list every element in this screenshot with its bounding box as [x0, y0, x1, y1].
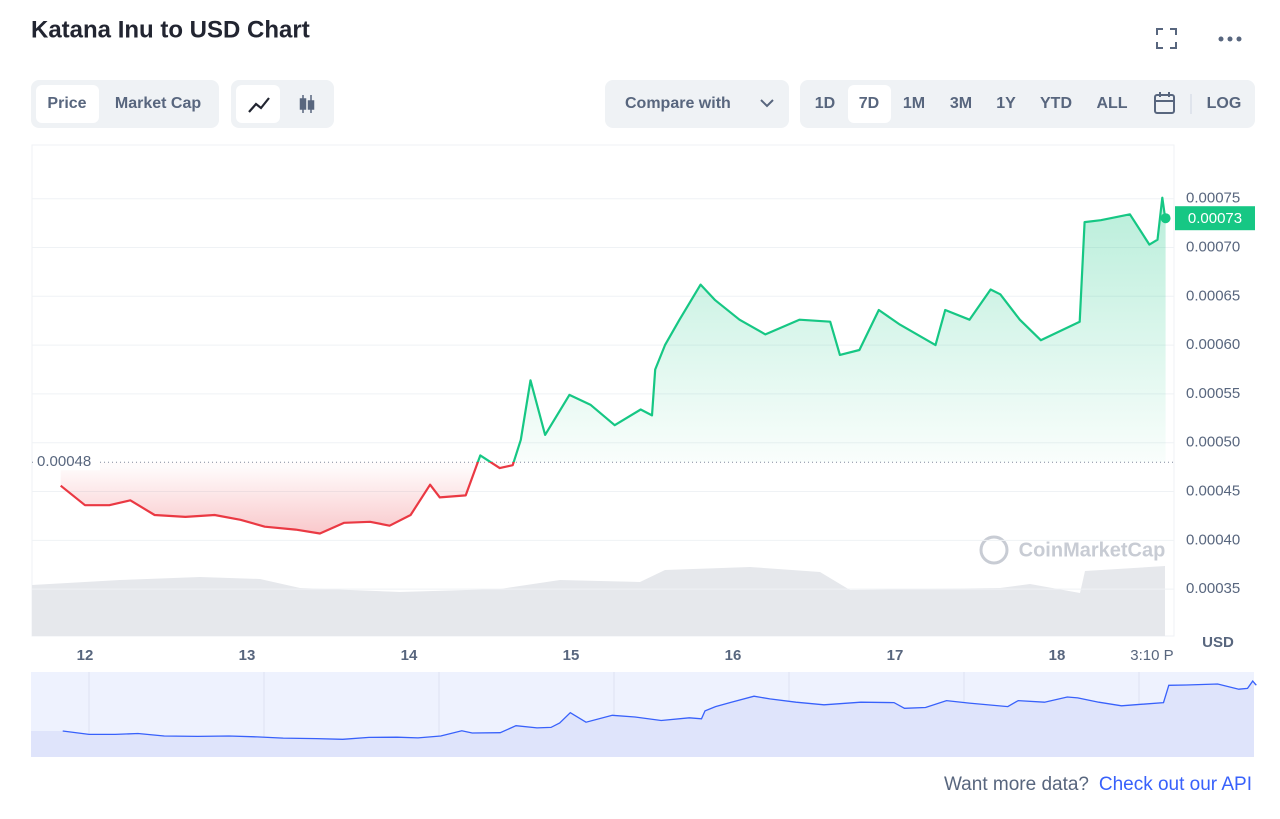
watermark-logo: [979, 535, 1009, 565]
range-button[interactable]: YTD: [1040, 95, 1072, 112]
chart-title: Katana Inu to USD Chart: [31, 16, 310, 43]
reference-label: 0.00048: [37, 453, 91, 470]
reference-label-bg: [34, 452, 100, 471]
y-tick-label: 0.00055: [1186, 385, 1240, 402]
y-tick-label: 0.00045: [1186, 482, 1240, 499]
range-button[interactable]: 1M: [903, 95, 925, 112]
x-tick-label: 18: [1049, 647, 1066, 664]
x-tick-label: 16: [725, 647, 742, 664]
range-active: [848, 85, 891, 123]
x-tick-label: 13: [239, 647, 256, 664]
y-axis-unit: USD: [1202, 634, 1234, 651]
area-up: [477, 197, 1166, 463]
footer-link[interactable]: Check out our API: [1099, 774, 1252, 795]
range-group: [800, 80, 1255, 128]
range-button[interactable]: ALL: [1096, 95, 1127, 112]
more-icon[interactable]: [1218, 36, 1242, 42]
navigator-line: [62, 680, 1257, 740]
x-tick-label: 3:10 P: [1130, 647, 1173, 664]
x-tick-label: 14: [401, 647, 418, 664]
range-button[interactable]: 1D: [815, 95, 835, 112]
tab-active[interactable]: [36, 85, 99, 123]
compare-label: Compare with: [625, 95, 731, 112]
y-tick-label: 0.00065: [1186, 287, 1240, 304]
price-badge-label: 0.00073: [1188, 210, 1242, 227]
y-tick-label: 0.00035: [1186, 580, 1240, 597]
chevron: [760, 99, 774, 108]
log-button[interactable]: LOG: [1207, 95, 1242, 112]
candle-icon[interactable]: [299, 95, 315, 113]
price-tab[interactable]: Price: [47, 95, 86, 112]
line-type-button[interactable]: [236, 85, 280, 123]
calendar-icon[interactable]: [1154, 92, 1175, 114]
y-tick-label: 0.00040: [1186, 531, 1240, 548]
line-icon: [248, 97, 270, 113]
market-cap-tab[interactable]: Market Cap: [115, 95, 201, 112]
x-tick-label: 12: [77, 647, 94, 664]
watermark: CoinMarketCap: [1019, 539, 1166, 561]
price-line: [60, 196, 1167, 535]
y-tick-label: 0.00050: [1186, 434, 1240, 451]
navigator-area: [31, 681, 1257, 757]
range-button[interactable]: 1Y: [996, 95, 1016, 112]
y-tick-label: 0.00070: [1186, 238, 1240, 255]
y-tick-label: 0.00060: [1186, 336, 1240, 353]
range-button[interactable]: 3M: [950, 95, 972, 112]
last-point: [1160, 213, 1171, 224]
compare-dropdown[interactable]: [605, 80, 789, 128]
fullscreen-icon[interactable]: [1156, 28, 1177, 49]
x-tick-label: 17: [887, 647, 904, 664]
x-tick-label: 15: [563, 647, 580, 664]
volume-area: [32, 566, 1165, 636]
y-tick-label: 0.00075: [1186, 190, 1240, 207]
price-badge: [1175, 206, 1255, 231]
range-button[interactable]: 7D: [859, 95, 879, 112]
footer-text: Want more data?: [944, 774, 1089, 795]
area-down: [60, 462, 1166, 534]
